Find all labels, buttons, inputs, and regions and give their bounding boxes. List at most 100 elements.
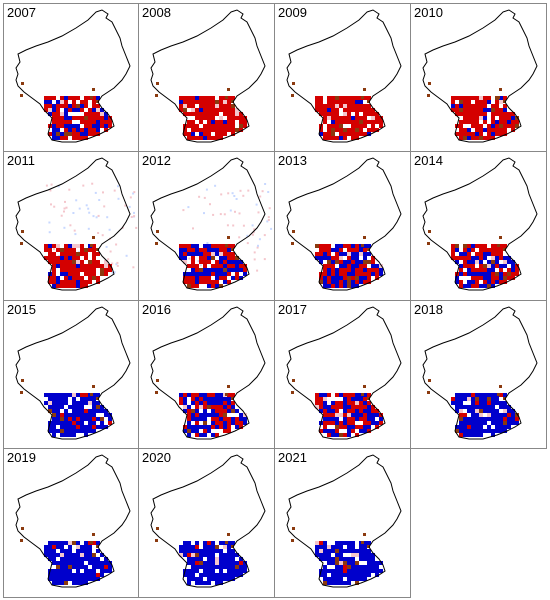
land-cell — [227, 100, 231, 104]
land-cell — [355, 413, 359, 417]
land-cell — [499, 128, 503, 132]
land-cell — [88, 577, 92, 581]
land-cell — [52, 573, 56, 577]
land-cell — [199, 561, 203, 565]
river-cell — [90, 541, 93, 544]
land-cell — [227, 108, 231, 112]
land-cell — [351, 545, 355, 549]
land-cell — [475, 268, 479, 272]
land-cell — [52, 264, 56, 268]
land-cell — [80, 120, 84, 124]
land-cell — [339, 128, 343, 132]
land-cell — [92, 553, 96, 557]
cloud-pixel — [63, 210, 65, 212]
land-cell — [80, 248, 84, 252]
land-cell — [203, 260, 207, 264]
land-cell — [203, 132, 207, 136]
land-cell — [355, 96, 359, 100]
land-cell — [479, 268, 483, 272]
land-cell — [60, 124, 64, 128]
land-cell — [223, 260, 227, 264]
cloud-pixel — [258, 211, 260, 213]
land-cell — [343, 433, 347, 437]
land-cell — [219, 276, 223, 280]
land-cell — [483, 96, 487, 100]
land-cell — [191, 425, 195, 429]
land-cell — [60, 433, 64, 437]
land-cell — [68, 413, 72, 417]
land-cell — [335, 128, 339, 132]
land-cell — [187, 284, 191, 288]
land-cell — [199, 433, 203, 437]
land-cell — [351, 108, 355, 112]
land-cell — [459, 284, 463, 288]
land-cell — [479, 256, 483, 260]
land-cell — [363, 104, 367, 108]
land-cell — [343, 128, 347, 132]
land-cell — [343, 100, 347, 104]
land-cell — [363, 573, 367, 577]
land-cell — [108, 120, 112, 124]
land-cell — [84, 112, 88, 116]
land-cell — [211, 557, 215, 561]
land-cell — [96, 116, 100, 120]
land-cell — [463, 264, 467, 268]
map-panel-2020: 2020 — [139, 449, 275, 598]
land-cell — [495, 421, 499, 425]
land-cell — [60, 268, 64, 272]
land-cell — [187, 421, 191, 425]
land-cell — [219, 405, 223, 409]
land-cell — [351, 425, 355, 429]
land-cell — [84, 128, 88, 132]
land-cell — [359, 429, 363, 433]
land-cell — [335, 569, 339, 573]
map-panel-2013: 2013 — [275, 152, 411, 301]
land-cell — [347, 128, 351, 132]
land-cell — [80, 577, 84, 581]
land-cell — [455, 244, 459, 248]
land-cell — [207, 260, 211, 264]
land-cell — [227, 409, 231, 413]
land-cell — [363, 565, 367, 569]
land-cell — [243, 268, 247, 272]
region-map-2020 — [139, 449, 275, 598]
land-cell — [355, 561, 359, 565]
land-cell — [207, 573, 211, 577]
land-cell — [76, 413, 80, 417]
land-cell — [52, 284, 56, 288]
land-cell — [80, 413, 84, 417]
river-cell — [363, 385, 366, 388]
land-cell — [351, 276, 355, 280]
land-cell — [203, 561, 207, 565]
land-cell — [195, 421, 199, 425]
land-cell — [199, 120, 203, 124]
land-cell — [471, 401, 475, 405]
land-cell — [319, 401, 323, 405]
land-cell — [203, 248, 207, 252]
land-cell — [235, 425, 239, 429]
land-cell — [335, 96, 339, 100]
land-cell — [92, 276, 96, 280]
land-cell — [339, 413, 343, 417]
land-cell — [235, 128, 239, 132]
land-cell — [355, 417, 359, 421]
land-cell — [327, 96, 331, 100]
land-cell — [179, 96, 183, 100]
cloud-pixel — [230, 209, 232, 211]
land-cell — [223, 104, 227, 108]
land-cell — [331, 124, 335, 128]
land-cell — [223, 112, 227, 116]
land-cell — [72, 409, 76, 413]
land-cell — [179, 248, 183, 252]
land-cell — [483, 268, 487, 272]
land-cell — [183, 104, 187, 108]
land-cell — [223, 545, 227, 549]
land-cell — [191, 120, 195, 124]
land-cell — [363, 413, 367, 417]
land-cell — [343, 397, 347, 401]
land-cell — [60, 541, 64, 545]
land-cell — [60, 393, 64, 397]
land-cell — [92, 397, 96, 401]
land-cell — [72, 256, 76, 260]
land-cell — [459, 413, 463, 417]
